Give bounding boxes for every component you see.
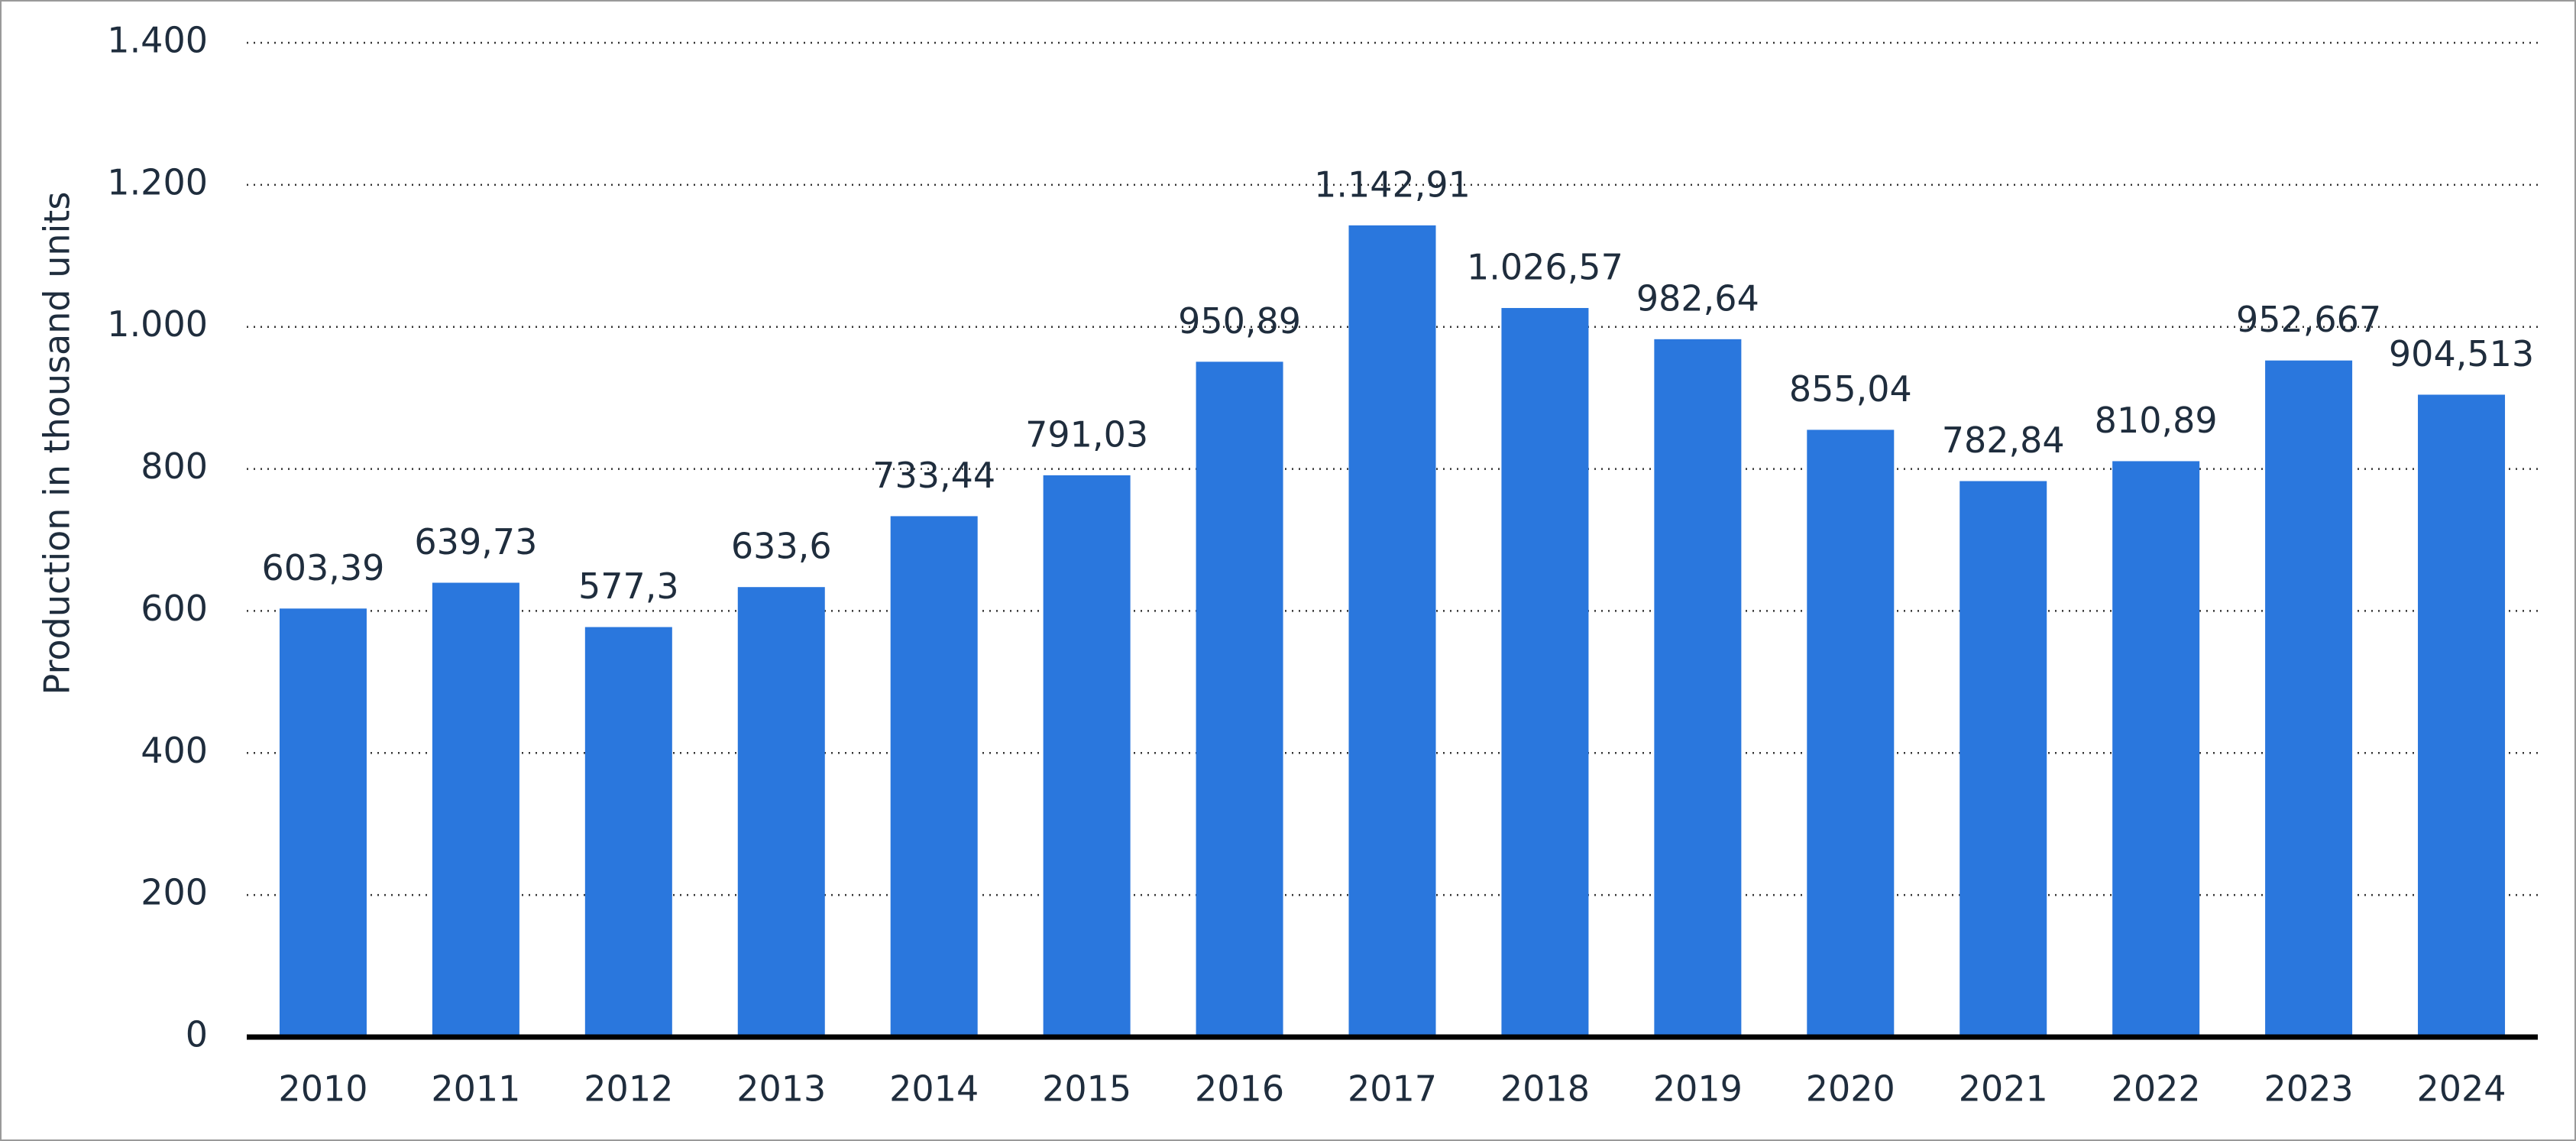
x-tick-label: 2018 xyxy=(1500,1068,1590,1110)
x-tick-label: 2021 xyxy=(1959,1068,2048,1110)
value-label: 982,64 xyxy=(1636,277,1759,319)
value-label: 1.026,57 xyxy=(1467,247,1623,288)
bar xyxy=(1807,429,1895,1037)
value-label: 952,667 xyxy=(2236,299,2381,340)
value-label: 633,6 xyxy=(731,526,832,567)
x-tick-label: 2014 xyxy=(889,1068,979,1110)
value-label: 639,73 xyxy=(414,521,537,562)
value-label: 577,3 xyxy=(578,566,679,607)
y-tick-label: 800 xyxy=(141,446,208,487)
value-label: 1.142,91 xyxy=(1314,164,1471,205)
x-tick-label: 2019 xyxy=(1653,1068,1743,1110)
value-label: 950,89 xyxy=(1178,300,1301,342)
bar xyxy=(1960,481,2047,1037)
value-label: 904,513 xyxy=(2389,333,2534,374)
y-tick-label: 400 xyxy=(141,730,208,771)
bar xyxy=(1654,339,1742,1037)
bar xyxy=(279,608,367,1037)
bar xyxy=(737,587,825,1037)
value-label: 733,44 xyxy=(872,455,995,496)
bar xyxy=(1501,308,1589,1037)
x-tick-label: 2016 xyxy=(1195,1068,1284,1110)
x-tick-label: 2010 xyxy=(278,1068,367,1110)
bar xyxy=(2265,360,2353,1037)
value-label: 791,03 xyxy=(1025,413,1148,455)
x-tick-label: 2013 xyxy=(736,1068,826,1110)
y-axis-label: Production in thousand units xyxy=(37,192,78,695)
y-tick-label: 200 xyxy=(141,872,208,913)
value-label: 782,84 xyxy=(1942,420,2065,461)
bar xyxy=(2112,461,2200,1037)
bar xyxy=(2418,394,2506,1037)
x-tick-label: 2020 xyxy=(1806,1068,1895,1110)
x-tick-label: 2023 xyxy=(2264,1068,2354,1110)
value-label: 810,89 xyxy=(2095,400,2218,441)
bar xyxy=(584,627,672,1037)
bar xyxy=(1196,361,1283,1037)
bar xyxy=(1348,225,1436,1038)
bar xyxy=(1043,475,1131,1037)
y-tick-label: 1.000 xyxy=(107,303,208,345)
y-tick-label: 0 xyxy=(186,1014,208,1055)
value-label: 855,04 xyxy=(1789,368,1912,410)
y-tick-label: 600 xyxy=(141,588,208,629)
x-tick-label: 2017 xyxy=(1348,1068,1437,1110)
x-tick-label: 2024 xyxy=(2416,1068,2506,1110)
y-tick-label: 1.200 xyxy=(107,161,208,203)
bar xyxy=(432,582,519,1037)
x-tick-label: 2022 xyxy=(2112,1068,2201,1110)
y-tick-label: 1.400 xyxy=(107,20,208,61)
x-tick-label: 2012 xyxy=(584,1068,673,1110)
x-tick-label: 2011 xyxy=(431,1068,520,1110)
value-label: 603,39 xyxy=(261,547,384,588)
bar xyxy=(890,516,978,1037)
x-tick-label: 2015 xyxy=(1042,1068,1131,1110)
